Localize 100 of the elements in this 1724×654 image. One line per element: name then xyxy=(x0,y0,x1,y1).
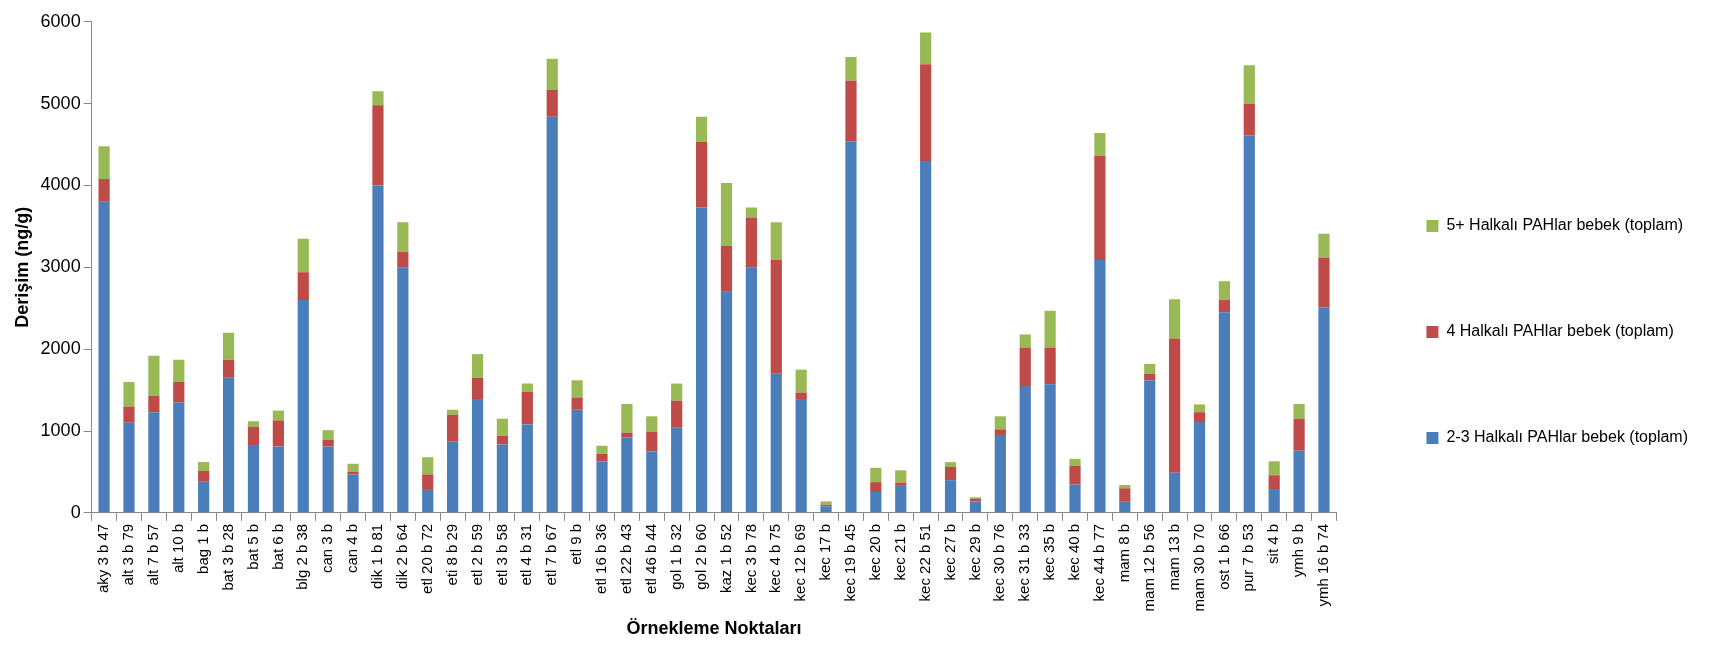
bar xyxy=(720,291,733,513)
x-tick-label: mam 30 b 70 xyxy=(1189,523,1207,612)
x-tick-label: etl 46 b 44 xyxy=(641,523,659,594)
bar xyxy=(646,451,658,513)
x-tick-label: kec 35 b xyxy=(1040,523,1058,581)
bar xyxy=(596,453,608,462)
bar xyxy=(1318,307,1330,513)
bar xyxy=(173,402,185,513)
x-tick-label: kec 19 b 45 xyxy=(841,523,859,602)
bar xyxy=(297,272,309,301)
bar xyxy=(272,420,284,447)
bar xyxy=(621,432,633,438)
bar xyxy=(98,178,110,202)
bar xyxy=(1193,422,1206,513)
x-tick-label: etl 4 b 31 xyxy=(517,523,535,586)
x-tick-label: dik 2 b 64 xyxy=(392,523,410,589)
x-tick-label: kec 20 b xyxy=(865,523,883,581)
x-tick-label: etl 9 b xyxy=(567,523,585,565)
bar xyxy=(1169,299,1181,339)
bar xyxy=(646,431,658,452)
bar xyxy=(1218,300,1230,313)
bar xyxy=(247,426,260,445)
x-tick-label: kec 21 b xyxy=(890,523,908,581)
bar xyxy=(870,491,882,513)
bar xyxy=(795,392,807,400)
bar xyxy=(671,400,683,428)
bar xyxy=(571,409,583,513)
bar xyxy=(322,446,334,513)
x-tick-label: etl 16 b 36 xyxy=(592,523,610,594)
bar xyxy=(1019,334,1031,348)
x-tick-label: bat 3 b 28 xyxy=(218,523,236,591)
x-tick-label: bag 1 b xyxy=(193,523,211,574)
bar xyxy=(845,80,857,142)
bar xyxy=(1144,373,1156,381)
x-tick-label: mam 12 b 56 xyxy=(1139,523,1157,612)
bar xyxy=(920,64,932,161)
y-tick-label: 4000 xyxy=(40,174,81,195)
bar xyxy=(870,482,882,492)
bar xyxy=(944,480,957,513)
bar xyxy=(944,467,957,481)
x-tick-label: alt 7 b 57 xyxy=(144,523,162,586)
x-tick-label: kec 29 b xyxy=(965,523,983,581)
bar xyxy=(1169,338,1181,473)
bar xyxy=(222,332,235,360)
bar xyxy=(447,441,459,513)
bar xyxy=(1094,133,1106,157)
bar xyxy=(920,32,932,65)
x-axis-title: Örnekleme Noktaları xyxy=(626,618,802,639)
y-tick-label: 3000 xyxy=(40,256,81,277)
bar xyxy=(745,207,757,218)
bar xyxy=(471,354,484,378)
x-tick-label: can 4 b xyxy=(343,523,361,574)
bar xyxy=(870,467,882,483)
x-tick-label: gol 2 b 60 xyxy=(691,523,709,590)
x-tick-label: kaz 1 b 52 xyxy=(716,523,734,594)
bar xyxy=(994,429,1006,436)
bar xyxy=(845,56,857,81)
bar xyxy=(920,160,932,513)
bar xyxy=(397,251,409,268)
bar xyxy=(1268,475,1280,490)
bar xyxy=(745,217,757,268)
bar xyxy=(571,397,583,410)
bar xyxy=(123,381,135,407)
x-tick-label: gol 1 b 32 xyxy=(666,523,684,590)
bar xyxy=(1318,257,1330,308)
bar xyxy=(397,267,409,513)
bar xyxy=(1119,488,1131,502)
bar xyxy=(895,485,907,513)
x-tick-label: kec 12 b 69 xyxy=(791,523,809,602)
x-tick-label: aky 3 b 47 xyxy=(94,523,112,594)
y-tick-label: 2000 xyxy=(40,338,81,359)
bar xyxy=(1243,135,1255,513)
bar xyxy=(820,506,832,513)
x-tick-label: dik 1 b 81 xyxy=(368,523,386,589)
bar xyxy=(1268,489,1280,513)
x-tick-label: ost 1 b 66 xyxy=(1214,523,1232,590)
x-tick-label: kec 44 b 77 xyxy=(1090,523,1108,602)
bar xyxy=(123,422,135,513)
bar xyxy=(1293,404,1305,419)
x-tick-label: alt 3 b 79 xyxy=(119,523,137,586)
x-tick-label: kec 4 b 75 xyxy=(766,523,784,594)
bar xyxy=(222,377,235,513)
bar xyxy=(496,435,509,445)
bar xyxy=(1019,386,1031,513)
x-tick-label: sit 4 b xyxy=(1264,523,1282,564)
bar xyxy=(372,91,384,106)
bar xyxy=(994,435,1006,513)
bar xyxy=(695,142,708,208)
x-tick-label: ymh 16 b 74 xyxy=(1314,523,1332,607)
y-axis-title: Derişim (ng/g) xyxy=(11,206,32,328)
bar xyxy=(447,414,459,442)
bar xyxy=(521,424,533,513)
bar xyxy=(422,457,434,475)
x-tick-label: etl 7 b 67 xyxy=(542,523,560,586)
bar xyxy=(1218,281,1230,301)
x-tick-label: kec 40 b xyxy=(1065,523,1083,581)
bar xyxy=(397,222,409,252)
x-tick-label: kec 17 b xyxy=(816,523,834,581)
bar xyxy=(496,444,509,513)
bar xyxy=(1069,465,1081,485)
